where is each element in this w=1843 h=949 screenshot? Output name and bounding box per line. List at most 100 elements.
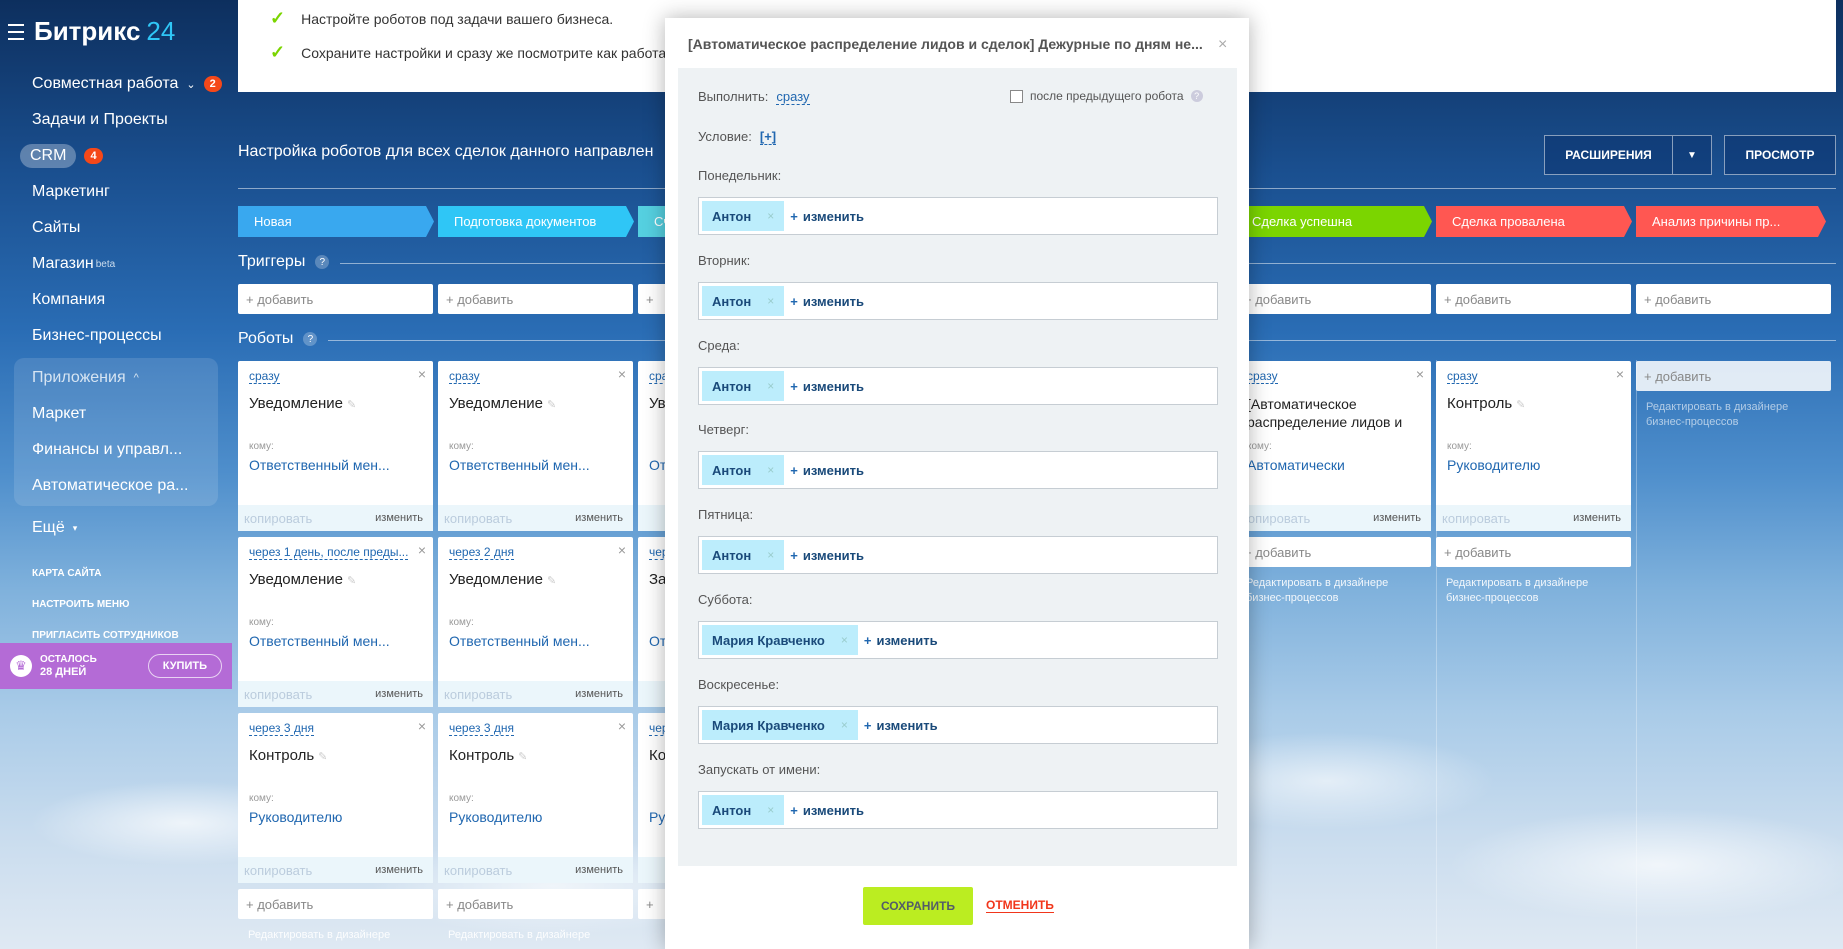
chevron-down-icon[interactable]: ▼ [1672,136,1711,174]
robot-delay[interactable]: сразу [1247,369,1278,384]
stage-new[interactable]: Новая [238,206,434,237]
designer-link[interactable]: Редактировать в дизайнере бизнес-процессо… [1446,576,1588,606]
cancel-button[interactable]: ОТМЕНИТЬ [986,898,1054,913]
pencil-icon[interactable]: ✎ [547,575,557,587]
close-icon[interactable]: × [1615,366,1624,382]
configure-menu-link[interactable]: НАСТРОИТЬ МЕНЮ [32,599,130,610]
after-previous-checkbox[interactable] [1010,89,1023,103]
copy-link[interactable]: копировать [444,862,513,878]
robot-delay[interactable]: через 3 дня [449,721,514,736]
close-icon[interactable]: × [417,366,426,382]
stage-won[interactable]: Сделка успешна [1236,206,1432,237]
save-button[interactable]: СОХРАНИТЬ [863,887,973,925]
add-trigger-button[interactable]: + добавить [438,284,633,314]
edit-link[interactable]: изменить [1373,512,1421,524]
sidebar-item-apps[interactable]: Приложения ^ [14,360,218,396]
copy-link[interactable]: копировать [1242,510,1311,526]
remove-icon[interactable]: × [840,718,848,732]
extensions-button[interactable]: РАСШИРЕНИЯ ▼ [1544,135,1712,175]
edit-link[interactable]: изменить [575,688,623,700]
close-icon[interactable]: × [1415,366,1424,382]
robot-card[interactable]: через 2 дня × Уведомление ✎ кому: Ответств… [438,537,633,707]
buy-button[interactable]: КУПИТЬ [147,654,222,678]
designer-link[interactable]: Редактировать в дизайнере бизнес-процессо… [1246,576,1388,606]
copy-link[interactable]: копировать [244,686,313,702]
robot-delay[interactable]: через 2 дня [449,545,514,560]
edit-link[interactable]: изменить [575,864,623,876]
saturday-user-field[interactable]: Мария Кравченко × + изменить [698,621,1218,659]
logo[interactable]: Битрикс 24 [8,16,175,47]
remove-icon[interactable]: × [767,548,775,562]
remove-icon[interactable]: × [767,379,775,393]
sidebar-item-collaboration[interactable]: Совместная работа ⌄ 2 [0,66,232,102]
remove-icon[interactable]: × [767,294,775,308]
change-user-link[interactable]: + изменить [790,294,864,309]
robot-card[interactable]: сразу × Контроль ✎ кому: Руководителю копи… [1436,361,1631,531]
robot-delay[interactable]: сразу [449,369,480,384]
robot-card[interactable]: сразу × Уведомление ✎ кому: Ответственный … [238,361,433,531]
monday-user-field[interactable]: Антон × + изменить [698,197,1218,235]
edit-link[interactable]: изменить [1573,512,1621,524]
close-icon[interactable]: × [417,542,426,558]
edit-link[interactable]: изменить [375,512,423,524]
copy-link[interactable]: копировать [244,862,313,878]
sidebar-item-more[interactable]: Ещё ▾ [0,510,232,546]
robot-card[interactable]: сразу × Уведомление ✎ кому: Ответственный … [438,361,633,531]
robot-delay[interactable]: сразу [249,369,280,384]
pencil-icon[interactable]: ✎ [347,399,357,411]
sidebar-item-crm[interactable]: CRM 4 [0,138,232,174]
tuesday-user-field[interactable]: Антон × + изменить [698,282,1218,320]
sitemap-link[interactable]: КАРТА САЙТА [32,568,102,579]
help-icon[interactable]: ? [1190,90,1203,102]
sunday-user-field[interactable]: Мария Кравченко × + изменить [698,706,1218,744]
add-trigger-button[interactable]: + [638,284,668,314]
execute-value-link[interactable]: сразу [776,89,810,105]
robot-delay[interactable]: чер [649,721,669,736]
add-robot-button[interactable]: + добавить [1436,537,1631,567]
stage-docs[interactable]: Подготовка документов [438,206,634,237]
close-icon[interactable]: × [617,542,626,558]
change-user-link[interactable]: + изменить [864,718,938,733]
edit-link[interactable]: изменить [375,864,423,876]
robot-delay[interactable]: через 3 дня [249,721,314,736]
sidebar-item-tasks[interactable]: Задачи и Проекты [0,102,232,138]
friday-user-field[interactable]: Антон × + изменить [698,536,1218,574]
pencil-icon[interactable]: ✎ [1516,399,1526,411]
sidebar-item-sites[interactable]: Сайты [0,210,232,246]
copy-link[interactable]: копировать [1442,510,1511,526]
sidebar-item-bizproc[interactable]: Бизнес-процессы [0,318,232,354]
robot-delay[interactable]: чер [649,545,669,560]
change-user-link[interactable]: + изменить [790,803,864,818]
invite-link[interactable]: ПРИГЛАСИТЬ СОТРУДНИКОВ [32,630,179,641]
robot-card[interactable]: через 1 день, после преды... × Уведомлени… [238,537,433,707]
add-robot-button[interactable]: + добавить [1236,537,1431,567]
close-icon[interactable]: × [617,718,626,734]
close-icon[interactable]: × [417,718,426,734]
designer-link[interactable]: Редактировать в дизайнере бизнес-процессо… [1646,400,1788,430]
remove-icon[interactable]: × [767,463,775,477]
thursday-user-field[interactable]: Антон × + изменить [698,451,1218,489]
close-icon[interactable]: × [1218,36,1228,53]
add-trigger-button[interactable]: + добавить [1236,284,1431,314]
change-user-link[interactable]: + изменить [864,633,938,648]
robot-card[interactable]: через 3 дня × Контроль ✎ кому: Руководител… [438,713,633,883]
close-icon[interactable]: × [617,366,626,382]
add-robot-button[interactable]: + [638,889,668,919]
help-icon[interactable]: ? [303,332,318,346]
add-trigger-button[interactable]: + добавить [238,284,433,314]
run-as-user-field[interactable]: Антон × + изменить [698,791,1218,829]
designer-link[interactable]: Редактировать в дизайнере [448,929,591,941]
robot-delay[interactable]: через 1 день, после преды... [249,545,409,560]
menu-icon[interactable] [8,23,24,40]
add-trigger-button[interactable]: + добавить [1636,284,1831,314]
robot-delay[interactable]: сразу [1447,369,1478,384]
remove-icon[interactable]: × [767,803,775,817]
add-trigger-button[interactable]: + добавить [1436,284,1631,314]
help-icon[interactable]: ? [315,255,330,269]
sidebar-item-marketing[interactable]: Маркетинг [0,174,232,210]
change-user-link[interactable]: + изменить [790,548,864,563]
remove-icon[interactable]: × [840,633,848,647]
robot-card[interactable]: через 3 дня × Контроль ✎ кому: Руководител… [238,713,433,883]
sidebar-item-shop[interactable]: Магазин beta [0,246,232,282]
robot-card[interactable]: сразу × [Автоматическое распределение лид… [1236,361,1431,531]
